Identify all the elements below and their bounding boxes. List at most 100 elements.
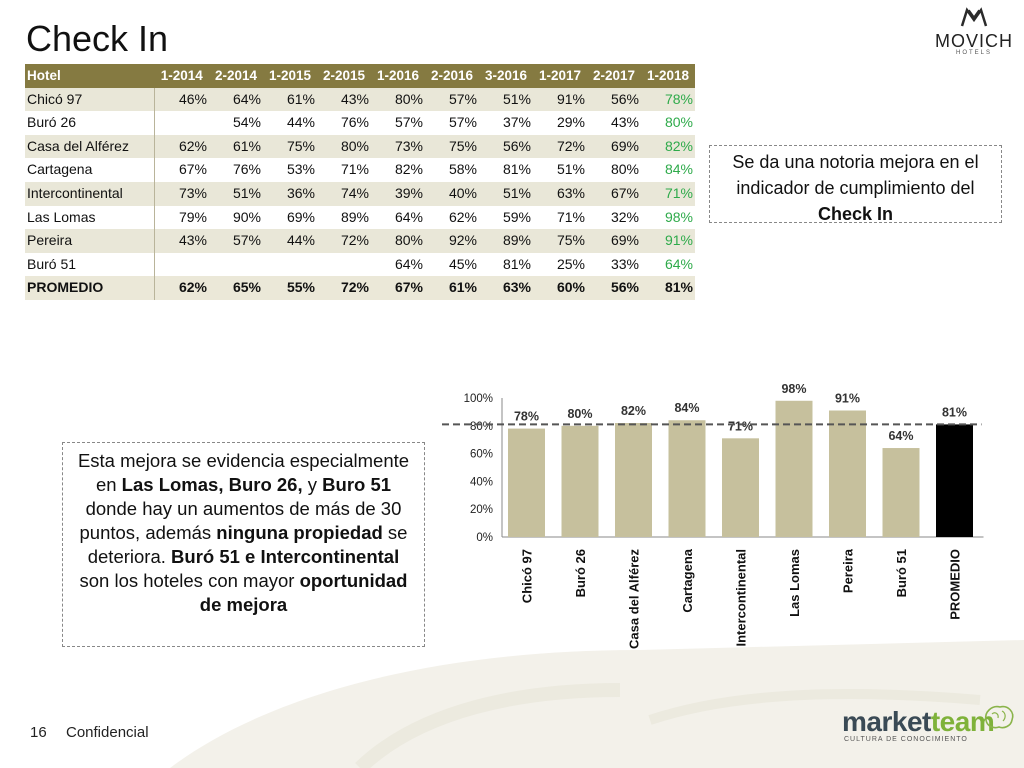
marketteam-logo: marketteam CULTURA DE CONOCIMIENTO	[842, 705, 1018, 756]
table-cell: 58%	[425, 158, 479, 182]
table-row: Casa del Alférez 62% 61% 75% 80% 73% 75% 56% 72%…	[25, 134, 695, 159]
table-cell: 25%	[533, 252, 587, 277]
table-cell: 81%	[479, 252, 533, 277]
table-cell	[317, 252, 371, 277]
hotel-name: Cartagena	[25, 158, 155, 182]
callout-bold-text: Las Lomas, Buro 26,	[121, 474, 303, 495]
table-cell: 59%	[479, 205, 533, 230]
table-cell: 29%	[533, 111, 587, 135]
table-cell: 40%	[425, 181, 479, 206]
data-label: 98%	[781, 382, 806, 396]
table-cell: 55%	[263, 276, 317, 300]
table-cell: 54%	[209, 111, 263, 135]
table-cell: 36%	[263, 181, 317, 206]
table-cell: 76%	[209, 158, 263, 182]
callout-text: y	[302, 474, 323, 495]
callout-bold-text: Buró 51 e Intercontinental	[171, 546, 400, 567]
category-label: Cartagena	[680, 548, 695, 612]
table-cell: 80%	[317, 134, 371, 159]
table-cell: 57%	[425, 111, 479, 135]
table-cell: 80%	[587, 158, 641, 182]
table-cell: 72%	[533, 134, 587, 159]
data-label: 91%	[835, 392, 860, 406]
table-cell: 67%	[587, 181, 641, 206]
header-period: 3-2016	[479, 64, 533, 88]
table-cell: 64%	[641, 252, 695, 277]
table-cell: 80%	[641, 111, 695, 135]
table-cell: 32%	[587, 205, 641, 230]
table-cell: 61%	[263, 87, 317, 112]
table-body: Chicó 97 46% 64% 61% 43% 80% 57% 51% 91% 56% 78% Bu…	[25, 87, 695, 300]
table-header-row: Hotel 1-2014 2-2014 1-2015 2-2015 1-2016 2-201…	[25, 64, 695, 88]
table-cell: 46%	[154, 87, 209, 112]
table-cell: 60%	[533, 276, 587, 300]
average-row: PROMEDIO 62% 65% 55% 72% 67% 61% 63% 60% 56% 81%	[25, 276, 695, 300]
header-period: 2-2014	[209, 64, 263, 88]
table-cell: 64%	[371, 252, 425, 277]
movich-logo: MOVICH HOTELS	[926, 6, 1022, 56]
bar	[561, 425, 599, 537]
page-title: Check In	[26, 18, 169, 59]
table-cell: 75%	[533, 229, 587, 253]
table-cell: 51%	[479, 87, 533, 112]
table-cell: 72%	[317, 229, 371, 253]
table-cell: 82%	[641, 134, 695, 159]
table-cell: 67%	[371, 276, 425, 300]
table-cell: 82%	[371, 158, 425, 182]
header-period: 1-2016	[371, 64, 425, 88]
callout-bold-text: Buro 51	[322, 474, 392, 495]
table-cell	[209, 252, 263, 277]
brain-icon	[984, 705, 1014, 729]
table-cell: 75%	[425, 134, 479, 159]
movich-logo-sub: HOTELS	[955, 50, 992, 56]
data-label: 78%	[514, 410, 539, 424]
header-period: 1-2018	[641, 64, 695, 88]
table-cell: 90%	[209, 205, 263, 230]
table-cell	[263, 252, 317, 277]
table-cell: 63%	[479, 276, 533, 300]
bar	[775, 400, 813, 537]
check-in-table: Hotel 1-2014 2-2014 1-2015 2-2015 1-2016 2-201…	[25, 64, 696, 300]
marketteam-wordmark: marketteam	[842, 706, 1018, 738]
table-cell: 51%	[479, 181, 533, 206]
hotel-name: PROMEDIO	[25, 276, 155, 300]
table-cell: 67%	[154, 158, 209, 182]
hotel-name: Intercontinental	[25, 181, 155, 206]
hotel-name: Buró 51	[25, 252, 155, 277]
table-row: Pereira 43% 57% 44% 72% 80% 92% 89% 75% 69% 91%	[25, 229, 695, 253]
table-cell: 75%	[263, 134, 317, 159]
table-cell: 71%	[533, 205, 587, 230]
table-row: Intercontinental 73% 51% 36% 74% 39% 40% 51% 63%…	[25, 181, 695, 206]
callout-bold-text: oportunidad de mejora	[199, 570, 408, 615]
bar	[722, 438, 759, 537]
table-row: Chicó 97 46% 64% 61% 43% 80% 57% 51% 91% 56% 78%	[25, 87, 695, 112]
table-cell: 69%	[587, 134, 641, 159]
table-cell: 98%	[641, 205, 695, 230]
table-cell: 43%	[154, 229, 209, 253]
table-cell: 64%	[209, 87, 263, 112]
header-period: 2-2015	[317, 64, 371, 88]
data-label: 80%	[567, 407, 592, 421]
table-cell: 69%	[263, 205, 317, 230]
movich-m-icon	[960, 7, 988, 27]
callout-bold-text: Check In	[817, 204, 894, 224]
table-cell: 62%	[425, 205, 479, 230]
y-tick-label: 80%	[470, 421, 493, 433]
data-label: 71%	[728, 419, 753, 433]
category-label: Intercontinental	[734, 549, 749, 647]
table-cell: 80%	[371, 87, 425, 112]
category-label: Buró 26	[573, 549, 588, 597]
table-cell: 37%	[479, 111, 533, 135]
table-cell: 56%	[587, 276, 641, 300]
table-cell: 81%	[479, 158, 533, 182]
category-label: Chicó 97	[520, 549, 535, 603]
y-tick-label: 100%	[464, 393, 493, 405]
table-cell	[154, 111, 209, 135]
table-cell: 80%	[371, 229, 425, 253]
table-cell: 56%	[587, 87, 641, 112]
table-cell: 56%	[479, 134, 533, 159]
header-period: 2-2016	[425, 64, 479, 88]
table-cell: 51%	[533, 158, 587, 182]
marketteam-part2: team	[930, 706, 995, 737]
hotel-name: Las Lomas	[25, 205, 155, 230]
